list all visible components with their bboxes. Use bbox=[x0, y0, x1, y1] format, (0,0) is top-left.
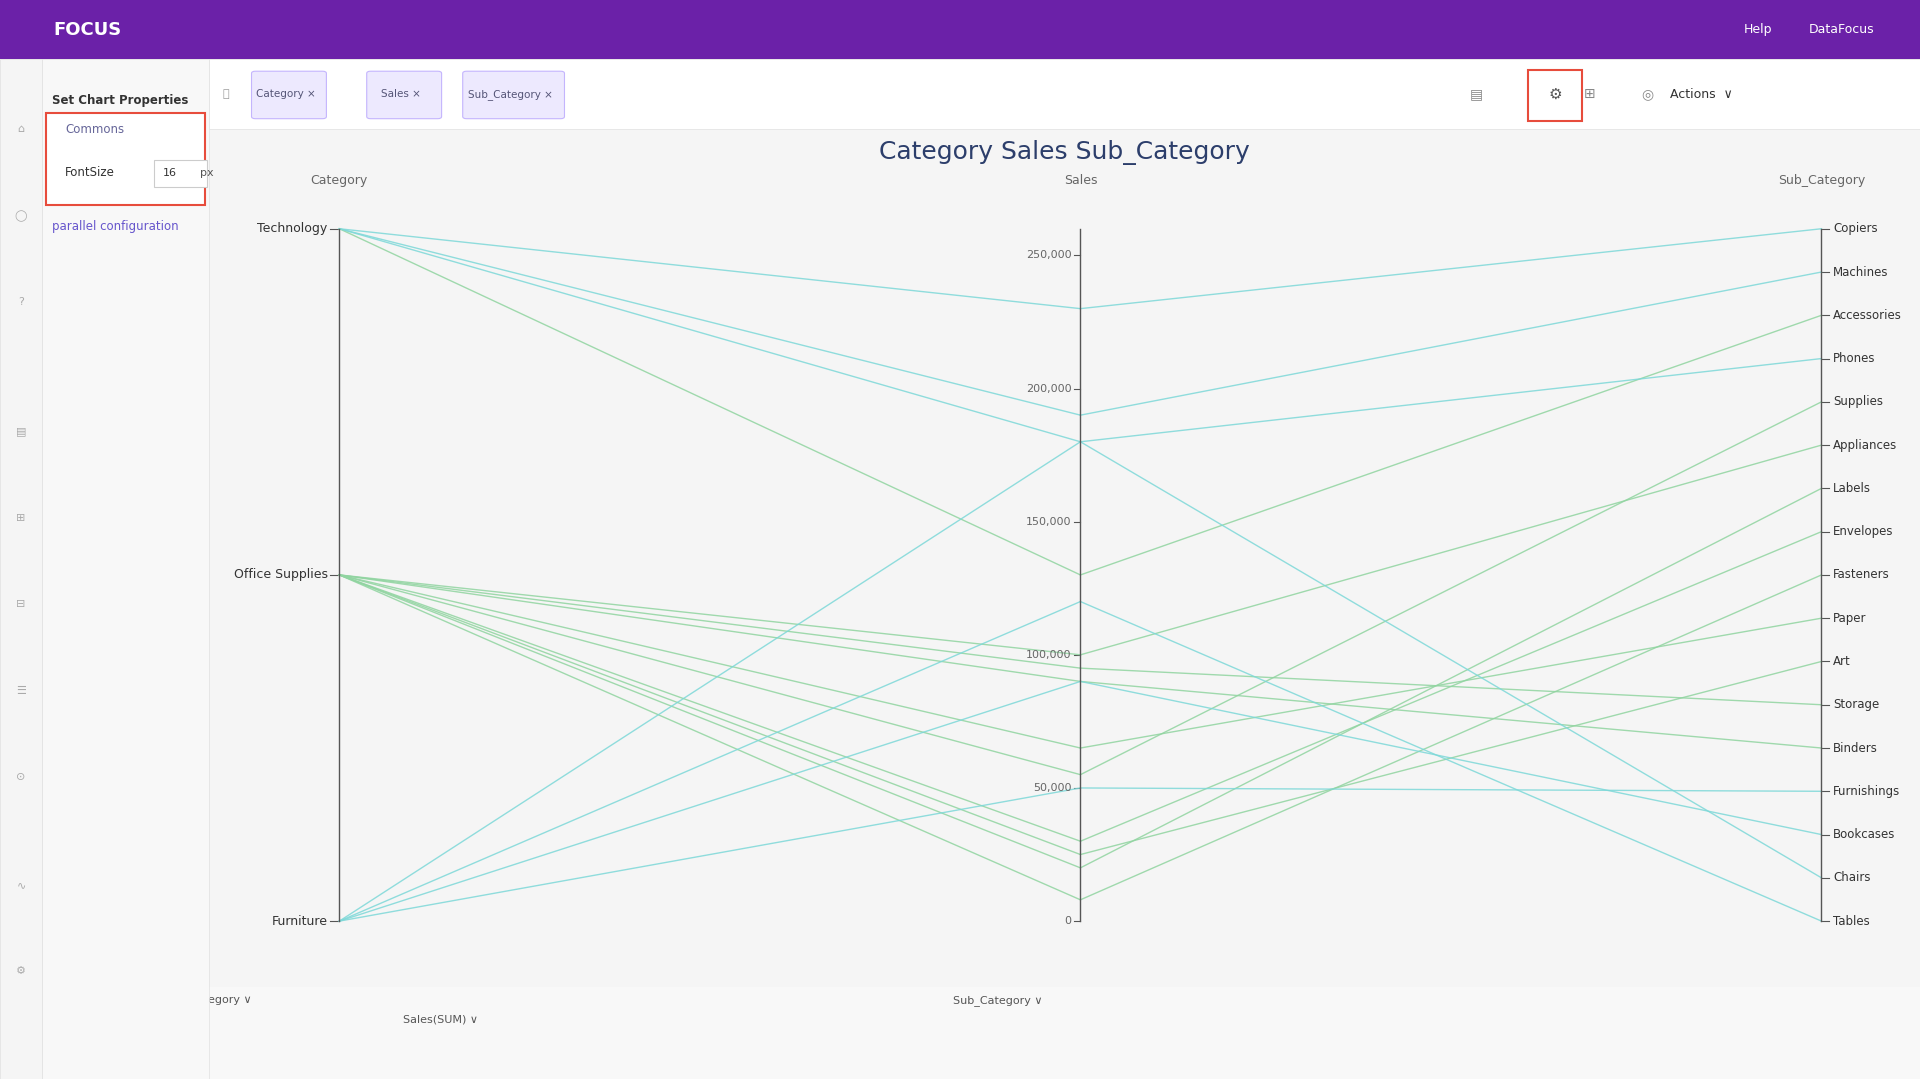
Text: FOCUS: FOCUS bbox=[54, 21, 123, 39]
Text: 50,000: 50,000 bbox=[1033, 783, 1071, 793]
Text: Paper: Paper bbox=[1834, 612, 1866, 625]
Text: Storage: Storage bbox=[1834, 698, 1880, 711]
Text: Category ∨: Category ∨ bbox=[190, 995, 252, 1006]
Text: Help: Help bbox=[1743, 23, 1772, 37]
Text: Sales: Sales bbox=[1064, 174, 1096, 188]
Text: ⊞: ⊞ bbox=[17, 513, 25, 523]
Text: Copiers: Copiers bbox=[1834, 222, 1878, 235]
Text: Supplies: Supplies bbox=[1834, 395, 1884, 408]
Text: Appliances: Appliances bbox=[1834, 438, 1897, 452]
Text: parallel configuration: parallel configuration bbox=[52, 220, 179, 233]
Text: ⊙: ⊙ bbox=[17, 771, 25, 782]
Text: DataFocus: DataFocus bbox=[1809, 23, 1874, 37]
Text: ⚙: ⚙ bbox=[15, 966, 27, 976]
Text: 0: 0 bbox=[1064, 916, 1071, 926]
Text: Tables: Tables bbox=[1834, 915, 1870, 928]
Text: ⚙: ⚙ bbox=[1548, 87, 1563, 101]
Text: ▤: ▤ bbox=[1471, 87, 1482, 101]
Text: FontSize: FontSize bbox=[65, 166, 115, 179]
Text: 150,000: 150,000 bbox=[1025, 517, 1071, 527]
Text: ∿: ∿ bbox=[17, 879, 25, 890]
Text: 🔍: 🔍 bbox=[223, 90, 228, 99]
Text: Art: Art bbox=[1834, 655, 1851, 668]
Text: 200,000: 200,000 bbox=[1025, 383, 1071, 394]
Text: ?: ? bbox=[17, 297, 25, 308]
Text: ▤: ▤ bbox=[15, 426, 27, 437]
Text: ⊞: ⊞ bbox=[1584, 87, 1596, 101]
Text: Fasteners: Fasteners bbox=[1834, 569, 1889, 582]
Text: Furnishings: Furnishings bbox=[1834, 784, 1901, 797]
Text: Category ×: Category × bbox=[255, 90, 317, 99]
Text: Sales(SUM) ∨: Sales(SUM) ∨ bbox=[403, 1014, 478, 1025]
Text: Furniture: Furniture bbox=[271, 915, 328, 928]
Text: Bookcases: Bookcases bbox=[1834, 828, 1895, 841]
Text: Sub_Category ×: Sub_Category × bbox=[468, 88, 553, 100]
Text: Labels: Labels bbox=[1834, 482, 1872, 495]
Text: Machines: Machines bbox=[1834, 265, 1889, 278]
Text: Category Sales Sub_Category: Category Sales Sub_Category bbox=[879, 140, 1250, 165]
Text: Envelopes: Envelopes bbox=[1834, 525, 1893, 538]
Text: Sub_Category ∨: Sub_Category ∨ bbox=[952, 995, 1043, 1006]
Text: ◎: ◎ bbox=[1642, 87, 1653, 101]
Text: Set Chart Properties: Set Chart Properties bbox=[52, 94, 188, 107]
Text: Category: Category bbox=[311, 174, 369, 188]
Text: Accessories: Accessories bbox=[1834, 309, 1903, 322]
Text: Sub_Category: Sub_Category bbox=[1778, 174, 1864, 188]
Text: 250,000: 250,000 bbox=[1025, 250, 1071, 260]
Text: Technology: Technology bbox=[257, 222, 328, 235]
Text: 100,000: 100,000 bbox=[1025, 650, 1071, 660]
Text: ⌂: ⌂ bbox=[17, 124, 25, 135]
Text: Actions  ∨: Actions ∨ bbox=[1670, 87, 1734, 101]
Text: px: px bbox=[200, 167, 213, 178]
Text: Sales ×: Sales × bbox=[382, 90, 420, 99]
Text: Binders: Binders bbox=[1834, 741, 1878, 754]
Text: Commons: Commons bbox=[65, 123, 125, 136]
Text: Office Supplies: Office Supplies bbox=[234, 569, 328, 582]
Text: ⊟: ⊟ bbox=[17, 599, 25, 610]
Text: ☰: ☰ bbox=[15, 685, 27, 696]
Text: Chairs: Chairs bbox=[1834, 872, 1870, 885]
Text: ◯: ◯ bbox=[15, 210, 27, 221]
Text: 16: 16 bbox=[163, 167, 177, 178]
Text: Phones: Phones bbox=[1834, 352, 1876, 365]
